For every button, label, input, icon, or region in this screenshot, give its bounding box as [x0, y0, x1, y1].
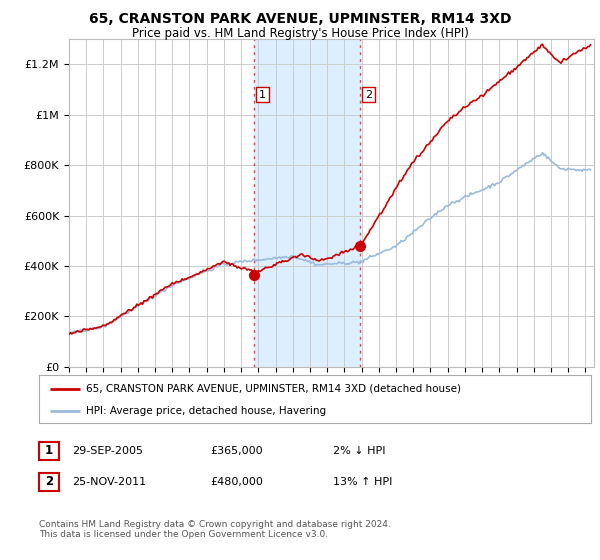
Text: HPI: Average price, detached house, Havering: HPI: Average price, detached house, Have… [86, 406, 326, 416]
Text: 13% ↑ HPI: 13% ↑ HPI [333, 477, 392, 487]
Text: 1: 1 [259, 90, 266, 100]
Text: £480,000: £480,000 [210, 477, 263, 487]
Text: 2: 2 [45, 475, 53, 488]
Text: £365,000: £365,000 [210, 446, 263, 456]
Text: 65, CRANSTON PARK AVENUE, UPMINSTER, RM14 3XD (detached house): 65, CRANSTON PARK AVENUE, UPMINSTER, RM1… [86, 384, 461, 394]
Bar [254, 39, 360, 367]
Text: Price paid vs. HM Land Registry's House Price Index (HPI): Price paid vs. HM Land Registry's House … [131, 27, 469, 40]
Text: 2% ↓ HPI: 2% ↓ HPI [333, 446, 386, 456]
Text: Contains HM Land Registry data © Crown copyright and database right 2024.
This d: Contains HM Land Registry data © Crown c… [39, 520, 391, 539]
Text: 1: 1 [45, 444, 53, 458]
Text: 25-NOV-2011: 25-NOV-2011 [72, 477, 146, 487]
Text: 65, CRANSTON PARK AVENUE, UPMINSTER, RM14 3XD: 65, CRANSTON PARK AVENUE, UPMINSTER, RM1… [89, 12, 511, 26]
Text: 29-SEP-2005: 29-SEP-2005 [72, 446, 143, 456]
Text: 2: 2 [365, 90, 372, 100]
